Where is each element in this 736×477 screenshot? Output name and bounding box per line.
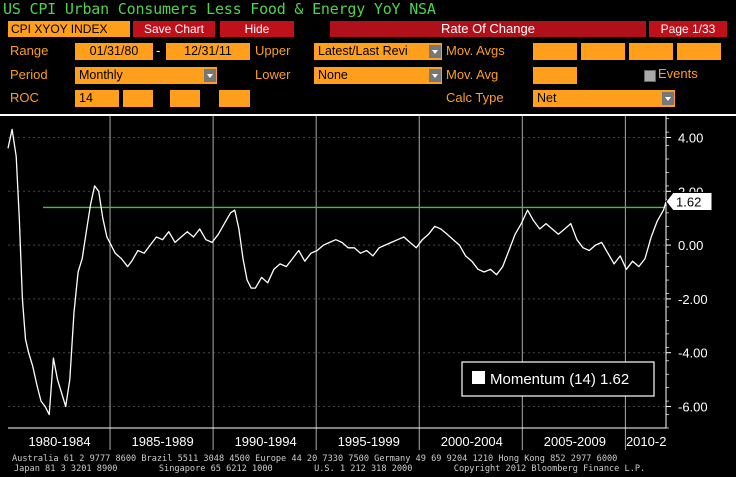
period-value: Monthly — [79, 68, 123, 82]
upper-label: Upper — [255, 43, 291, 58]
x-tick-label: 1995-1999 — [338, 434, 400, 449]
legend-text: Momentum (14) 1.62 — [490, 371, 629, 388]
roc-field-2[interactable] — [123, 90, 153, 107]
roc-label: ROC — [10, 90, 39, 105]
chart-controls: Range 01/31/80 - 12/31/11 Upper Latest/L… — [0, 38, 736, 112]
lower-value: None — [318, 68, 348, 82]
range-end-field[interactable]: 12/31/11 — [166, 43, 250, 60]
events-checkbox[interactable] — [644, 70, 656, 82]
x-tick-label: 2010-2 — [626, 434, 666, 449]
lower-select[interactable]: None — [314, 67, 442, 84]
calc-type-value: Net — [537, 91, 557, 105]
upper-select[interactable]: Latest/Last Revi — [314, 43, 442, 60]
page-indicator[interactable]: Page 1/33 — [649, 21, 727, 37]
y-tick-label: 0.00 — [678, 238, 703, 253]
last-value-tag — [665, 192, 713, 212]
chevron-down-icon[interactable] — [662, 92, 674, 105]
save-chart-button[interactable]: Save Chart — [133, 21, 215, 37]
footer: Australia 61 2 9777 8600 Brazil 5511 304… — [0, 454, 736, 477]
roc-field-3[interactable] — [170, 90, 200, 107]
mov-avg-field-2[interactable] — [581, 43, 625, 60]
period-label: Period — [10, 67, 48, 82]
period-select[interactable]: Monthly — [75, 67, 217, 84]
mov-avg-field-3[interactable] — [629, 43, 673, 60]
chevron-down-icon[interactable] — [429, 69, 441, 82]
y-tick-label: -6.00 — [678, 399, 708, 414]
chevron-down-icon[interactable] — [204, 69, 216, 82]
footer-contacts-line1: Australia 61 2 9777 8600 Brazil 5511 304… — [12, 454, 618, 464]
study-title[interactable]: Rate Of Change — [330, 21, 646, 37]
x-tick-label: 1990-1994 — [235, 434, 297, 449]
x-tick-label: 2005-2009 — [544, 434, 606, 449]
momentum-series-line — [7, 128, 667, 416]
upper-value: Latest/Last Revi — [318, 44, 408, 58]
x-tick-label: 2000-2004 — [441, 434, 503, 449]
mov-avg-field[interactable] — [533, 67, 577, 84]
mov-avg-field-1[interactable] — [533, 43, 577, 60]
x-tick-label: 1985-1989 — [132, 434, 194, 449]
roc-field[interactable]: 14 — [75, 90, 119, 107]
events-label: Events — [658, 66, 698, 81]
mov-avgs-label: Mov. Avgs — [446, 43, 505, 58]
ticker-field[interactable]: CPI XYOY INDEX — [8, 21, 130, 37]
lower-label: Lower — [255, 67, 291, 82]
range-start-field[interactable]: 01/31/80 — [75, 43, 153, 60]
calc-type-label: Calc Type — [446, 90, 504, 105]
last-value-label: 1.62 — [676, 195, 701, 210]
toolbar: CPI XYOY INDEX Save Chart Hide Rate Of C… — [0, 20, 736, 38]
chevron-down-icon[interactable] — [429, 45, 441, 58]
y-tick-label: 4.00 — [678, 131, 703, 146]
chart-divider — [0, 114, 736, 116]
legend-box — [461, 361, 655, 397]
range-label: Range — [10, 43, 49, 58]
mov-avg-label: Mov. Avg — [446, 67, 499, 82]
mov-avg-field-4[interactable] — [677, 43, 721, 60]
hide-button[interactable]: Hide — [220, 21, 294, 37]
x-tick-label: 1980-1984 — [28, 434, 90, 449]
y-tick-label: -4.00 — [678, 346, 708, 361]
roc-field-4[interactable] — [219, 90, 250, 107]
footer-contacts-line2: Japan 81 3 3201 8900 Singapore 65 6212 1… — [14, 464, 646, 474]
legend-swatch — [472, 371, 485, 384]
calc-type-select[interactable]: Net — [533, 90, 675, 107]
range-separator: - — [156, 43, 161, 58]
window-title: US CPI Urban Consumers Less Food & Energ… — [3, 0, 436, 18]
y-tick-label: -2.00 — [678, 292, 708, 307]
